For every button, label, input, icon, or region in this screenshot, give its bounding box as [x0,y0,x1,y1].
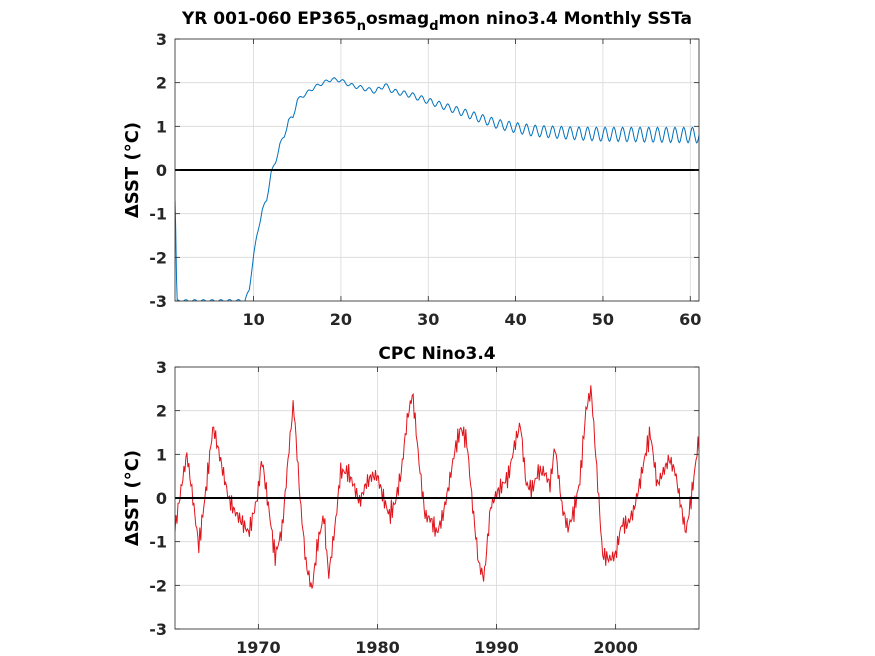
panel-cpc-nino34: CPC Nino3.4 ΔSST (°C) 1970 1980 1990 2000 -3… [122,344,700,656]
series-line [175,385,699,589]
title-subscript-n: n [357,19,366,34]
y-axis-label-cpc: ΔSST (°C) [122,450,143,546]
y-tick-label: 0 [156,161,167,180]
y-tick-label: -2 [149,248,167,267]
y-tick-label: -1 [149,205,167,224]
y-tick-label: 3 [156,358,167,377]
y-tick-label: 2 [156,402,167,421]
x-tick-label: 60 [679,310,701,329]
x-tick-label: 2000 [593,638,638,656]
x-tick-label: 10 [242,310,264,329]
title-subscript-d: d [429,19,438,34]
x-tick-label: 1970 [236,638,281,656]
y-tick-label: -1 [149,533,167,552]
y-tick-label: 2 [156,74,167,93]
panel-model-monthly-ssta: YR 001-060 EP365nosmagdmon nino3.4 Month… [122,9,701,329]
chart-title-model: YR 001-060 EP365nosmagdmon nino3.4 Month… [181,9,692,34]
y-tick-label: 1 [156,117,167,136]
x-tick-label: 50 [592,310,614,329]
chart-title-cpc: CPC Nino3.4 [378,344,495,364]
y-tick-label: 1 [156,445,167,464]
x-tick-label: 20 [330,310,352,329]
series-line [175,77,699,301]
x-tick-label: 30 [417,310,439,329]
y-axis-label-model: ΔSST (°C) [122,122,143,218]
x-tick-label: 1990 [474,638,519,656]
title-part-3: mon nino3.4 Monthly SSTa [439,9,693,29]
title-part-1: YR 001-060 EP365 [181,9,357,29]
title-part-2: osmag [366,9,429,29]
y-tick-label: 3 [156,30,167,49]
y-tick-label: -2 [149,576,167,595]
y-tick-label: 0 [156,489,167,508]
x-tick-label: 40 [504,310,526,329]
y-tick-label: -3 [149,620,167,639]
y-tick-label: -3 [149,292,167,311]
x-tick-label: 1980 [355,638,400,656]
